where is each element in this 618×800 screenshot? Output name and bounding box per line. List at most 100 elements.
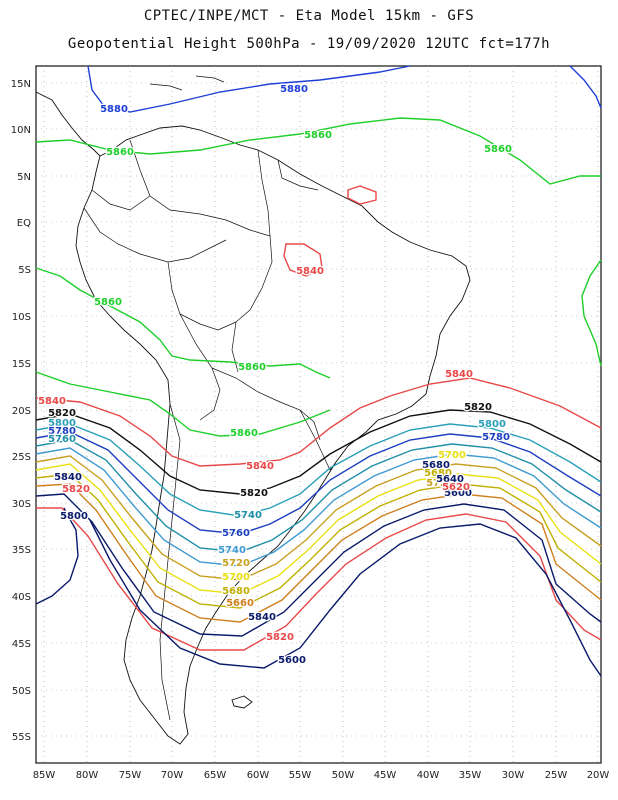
contour-label: 5740: [218, 545, 246, 556]
contour-label: 5880: [100, 104, 128, 115]
contour-label: 5720: [426, 478, 454, 489]
contour-5740: [35, 447, 602, 567]
contour-label: 5840: [54, 472, 82, 483]
contour-label: 5840: [296, 266, 324, 277]
contour-label: 5760: [48, 434, 76, 445]
lat-label: EQ: [17, 218, 31, 229]
lon-label: 80W: [76, 770, 99, 781]
contour-5700: [35, 463, 602, 595]
title-line-1: CPTEC/INPE/MCT - Eta Model 15km - GFS: [143, 8, 475, 24]
contour-label: 5720: [222, 558, 250, 569]
contour-5840-cell-b: [283, 243, 323, 277]
contour-label: 5840: [445, 369, 473, 380]
contour-5720: [35, 455, 602, 581]
contour-label: 5760: [222, 528, 250, 539]
contour-label: 5680: [424, 468, 452, 479]
lat-label: 55S: [12, 732, 31, 743]
contour-5660: [35, 483, 602, 623]
longitude-labels: 85W 80W 75W 70W 65W 60W 55W 50W 45W 40W 35W 30W 25W 2…: [33, 770, 610, 781]
contour-5600: [89, 519, 602, 677]
contour-label: 5820: [48, 408, 76, 419]
lat-label: 50S: [12, 686, 31, 697]
contour-5600-west: [35, 507, 79, 605]
contour-label: 5880: [280, 84, 308, 95]
contour-5880: [87, 65, 411, 113]
contour-5760: [35, 439, 602, 553]
contour-label: 5600: [278, 655, 306, 666]
lon-label: 85W: [33, 770, 56, 781]
lat-label: 25S: [12, 452, 31, 463]
contour-label: 5600: [444, 488, 472, 499]
contour-label: 5700: [222, 572, 250, 583]
lat-label: 5S: [18, 265, 31, 276]
contour-label: 5860: [238, 362, 266, 373]
contour-labels: 5880 5880 5860 5860 5860 5860 5860 5860 5840 5840…: [37, 83, 513, 668]
contour-label: 5840: [248, 612, 276, 623]
lat-label: 20S: [12, 406, 31, 417]
contour-label: 5800: [48, 418, 76, 429]
lat-label: 10S: [12, 312, 31, 323]
lon-label: 30W: [502, 770, 525, 781]
lon-label: 50W: [332, 770, 355, 781]
lat-label: 15S: [12, 359, 31, 370]
lon-label: 40W: [417, 770, 440, 781]
contour-label: 5680: [222, 586, 250, 597]
contour-label: 5860: [230, 428, 258, 439]
contour-5860: [35, 117, 601, 185]
contour-label: 5840: [246, 461, 274, 472]
contour-label: 5840: [38, 396, 66, 407]
lon-label: 60W: [247, 770, 270, 781]
contour-label: 5860: [106, 147, 134, 158]
contour-5780: [35, 431, 602, 535]
contour-label: 5800: [478, 419, 506, 430]
contour-5860-d: [35, 371, 331, 437]
contour-label: 5620: [442, 482, 470, 493]
contour-5880-east: [569, 65, 602, 109]
contour-5840: [35, 377, 602, 467]
lon-label: 35W: [459, 770, 482, 781]
contour-5640: [35, 493, 602, 637]
graticule: [36, 66, 601, 763]
contour-label: 5820: [240, 488, 268, 499]
contour-label: 5740: [234, 510, 262, 521]
contour-5860-c: [581, 259, 602, 367]
lon-label: 75W: [119, 770, 142, 781]
contour-label: 5700: [438, 450, 466, 461]
lat-label: 15N: [11, 79, 31, 90]
contour-5840-cell-a: [347, 185, 377, 205]
contour-label: 5660: [226, 598, 254, 609]
contour-5820: [35, 409, 602, 495]
contour-5860-b: [35, 267, 331, 379]
contour-5680: [35, 473, 602, 609]
lat-label: 40S: [12, 592, 31, 603]
lon-label: 45W: [374, 770, 397, 781]
contour-label: 5820: [62, 484, 90, 495]
contour-label: 5860: [484, 144, 512, 155]
lon-label: 70W: [161, 770, 184, 781]
title-line-2: Geopotential Height 500hPa - 19/09/2020 …: [67, 36, 551, 52]
lat-label: 5N: [17, 172, 31, 183]
lon-label: 55W: [289, 770, 312, 781]
contour-label: 5780: [48, 426, 76, 437]
contour-5620: [36, 507, 602, 651]
lat-label: 30S: [12, 499, 31, 510]
contours: [35, 65, 602, 677]
contour-label: 5860: [304, 130, 332, 141]
contour-label: 5640: [436, 474, 464, 485]
contour-label: 5860: [94, 297, 122, 308]
contour-label: 5820: [464, 402, 492, 413]
latitude-labels: 15N 10N 5N EQ 5S 10S 15S 20S 25S 30S 35S 40S 45S 50S 5…: [11, 79, 31, 743]
lat-label: 35S: [12, 545, 31, 556]
coastlines: [35, 75, 471, 745]
contour-label: 5680: [422, 460, 450, 471]
lon-label: 25W: [545, 770, 568, 781]
lon-label: 20W: [587, 770, 610, 781]
lat-label: 10N: [11, 125, 31, 136]
contour-label: 5820: [266, 632, 294, 643]
lon-label: 65W: [204, 770, 227, 781]
contour-5800: [35, 423, 602, 517]
contour-label: 5800: [60, 511, 88, 522]
contour-label: 5780: [482, 432, 510, 443]
lat-label: 45S: [12, 639, 31, 650]
